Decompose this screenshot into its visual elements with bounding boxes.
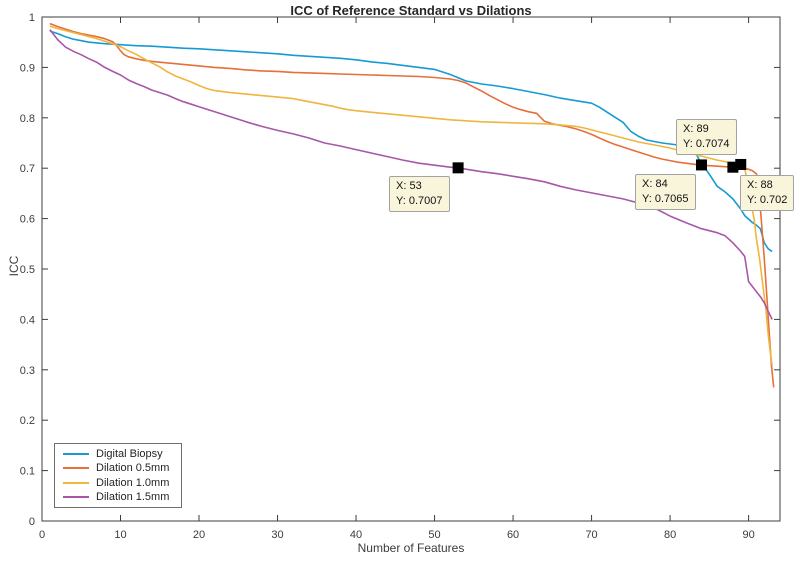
datatip-text: Y: 0.7065 xyxy=(642,193,689,205)
y-tick-label: 0.5 xyxy=(20,264,35,276)
legend-label: Digital Biopsy xyxy=(96,448,163,461)
y-tick-label: 0 xyxy=(29,516,35,528)
datatip-text: Y: 0.7007 xyxy=(396,195,443,207)
x-axis-label: Number of Features xyxy=(357,541,465,555)
y-tick-label: 0.3 xyxy=(20,365,35,377)
y-axis-label: ICC xyxy=(7,255,21,277)
legend-item-digital-biopsy: Digital Biopsy xyxy=(63,448,177,460)
legend-line-sample xyxy=(63,495,89,498)
datatip-marker[interactable] xyxy=(735,158,747,170)
y-tick-label: 0.9 xyxy=(20,62,35,74)
series-line-dilation-1-5mm[interactable] xyxy=(49,29,773,320)
y-tick-label: 1 xyxy=(29,12,35,24)
y-tick-label: 0.6 xyxy=(20,214,35,226)
legend-label: Dilation 0.5mm xyxy=(96,462,170,475)
datatip-text: X: 53 xyxy=(396,180,422,192)
x-tick-label: 60 xyxy=(507,529,519,541)
datatip-box[interactable]: X: 84 Y: 0.7065 xyxy=(635,174,696,210)
datatip-box[interactable]: X: 89 Y: 0.7074 xyxy=(676,119,737,155)
datatip-text: X: 88 xyxy=(747,179,773,191)
chart-title: ICC of Reference Standard vs Dilations xyxy=(290,3,532,18)
legend-label: Dilation 1.5mm xyxy=(96,490,170,503)
x-tick-label: 0 xyxy=(39,529,45,541)
x-tick-label: 10 xyxy=(114,529,126,541)
y-tick-label: 0.4 xyxy=(20,314,35,326)
datatip-text: Y: 0.7074 xyxy=(683,138,730,150)
legend-item-dilation-1-5mm: Dilation 1.5mm xyxy=(63,491,177,503)
x-tick-label: 90 xyxy=(742,529,754,541)
legend-line-sample xyxy=(63,481,89,484)
series-line-digital-biopsy[interactable] xyxy=(49,30,773,253)
x-tick-label: 30 xyxy=(271,529,283,541)
x-tick-label: 80 xyxy=(664,529,676,541)
legend[interactable]: Digital Biopsy Dilation 0.5mm Dilation 1.0… xyxy=(54,443,182,508)
datatip-text: X: 89 xyxy=(683,123,709,135)
x-tick-label: 20 xyxy=(193,529,205,541)
legend-item-dilation-0-5mm: Dilation 0.5mm xyxy=(63,462,177,474)
legend-item-dilation-1-0mm: Dilation 1.0mm xyxy=(63,477,177,489)
datatip-box[interactable]: X: 88 Y: 0.702 xyxy=(740,175,795,211)
legend-label: Dilation 1.0mm xyxy=(96,476,170,489)
datatip-text: X: 84 xyxy=(642,178,668,190)
datatip-marker[interactable] xyxy=(695,159,707,171)
datatip-box[interactable]: X: 53 Y: 0.7007 xyxy=(389,176,450,212)
y-tick-label: 0.2 xyxy=(20,415,35,427)
series-line-dilation-1-0mm[interactable] xyxy=(49,25,773,365)
series-line-dilation-0-5mm[interactable] xyxy=(49,22,775,388)
datatip-marker[interactable] xyxy=(727,161,739,173)
x-tick-label: 40 xyxy=(350,529,362,541)
datatip-marker[interactable] xyxy=(452,162,464,174)
x-tick-label: 70 xyxy=(585,529,597,541)
y-tick-label: 0.8 xyxy=(20,113,35,125)
y-tick-label: 0.7 xyxy=(20,163,35,175)
y-tick-label: 0.1 xyxy=(20,466,35,478)
legend-line-sample xyxy=(63,453,89,456)
legend-line-sample xyxy=(63,467,89,470)
datatip-text: Y: 0.702 xyxy=(747,194,788,206)
x-tick-label: 50 xyxy=(428,529,440,541)
